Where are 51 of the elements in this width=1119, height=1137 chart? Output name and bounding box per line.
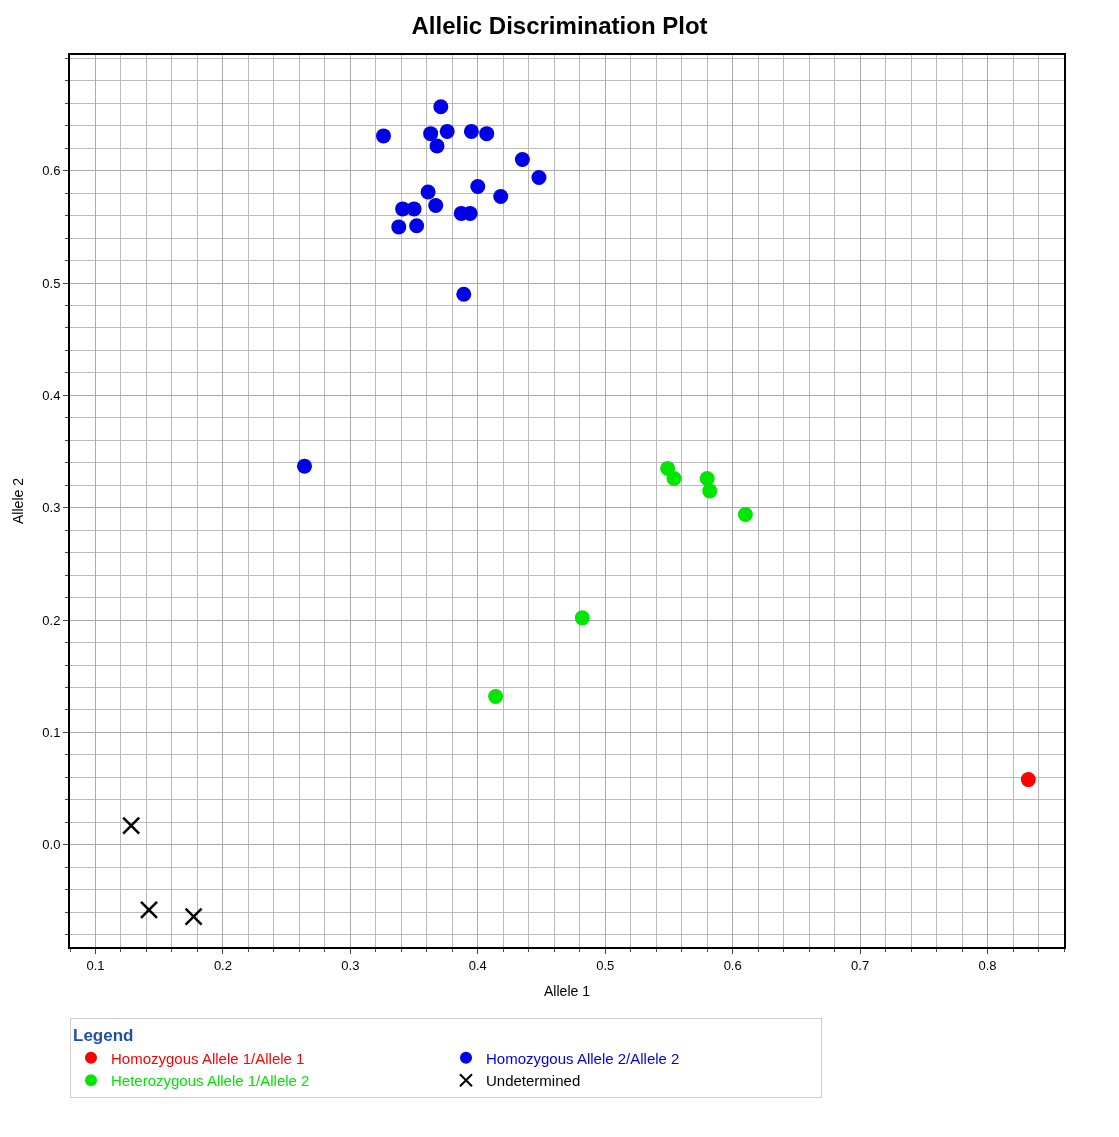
- point: [439, 123, 455, 139]
- legend-label: Homozygous Allele 2/Allele 2: [486, 1049, 680, 1067]
- x-tick-label: 0.1: [86, 957, 105, 973]
- legend-title: Legend: [73, 1026, 134, 1046]
- point: [409, 218, 425, 234]
- x-tick-label: 0.3: [341, 957, 360, 973]
- x-axis-title: Allele 1: [544, 983, 591, 1000]
- point: [493, 189, 509, 205]
- point: [737, 506, 753, 522]
- point: [420, 184, 436, 200]
- point: [479, 126, 495, 142]
- point: [488, 688, 504, 704]
- x-tick-label: 0.8: [978, 957, 997, 973]
- y-tick-label: 0.4: [42, 387, 61, 403]
- point: [423, 126, 439, 142]
- point: [428, 198, 444, 214]
- point: [1020, 772, 1036, 788]
- point: [296, 458, 312, 474]
- point: [574, 610, 590, 626]
- point: [433, 99, 449, 115]
- point: [376, 128, 391, 144]
- legend-label: Heterozygous Allele 1/Allele 2: [111, 1072, 310, 1090]
- y-tick-label: 0.2: [42, 612, 61, 628]
- chart-title: Allelic Discrimination Plot: [411, 11, 708, 39]
- x-tick-label: 0.5: [596, 957, 615, 973]
- y-tick-label: 0.3: [42, 500, 61, 516]
- x-tick-label: 0.4: [468, 957, 487, 973]
- point: [702, 483, 718, 499]
- point: [531, 169, 547, 185]
- point: [514, 151, 530, 167]
- point: [139, 900, 159, 920]
- point: [429, 138, 445, 154]
- point: [184, 907, 203, 926]
- y-tick-label: 0.6: [42, 163, 61, 179]
- point: [463, 123, 479, 139]
- legend-label: Homozygous Allele 1/Allele 1: [111, 1049, 305, 1067]
- point: [406, 201, 422, 217]
- point: [456, 286, 472, 302]
- point: [121, 816, 141, 835]
- y-tick-label: 0.0: [42, 837, 61, 853]
- y-tick-label: 0.5: [42, 275, 61, 291]
- legend-label: Undetermined: [486, 1072, 581, 1090]
- point: [470, 178, 486, 194]
- point: [699, 471, 715, 487]
- x-tick-label: 0.2: [213, 957, 232, 973]
- point: [391, 219, 407, 235]
- x-tick-label: 0.6: [723, 957, 742, 973]
- y-axis-title: Allele 2: [10, 477, 27, 524]
- point: [666, 471, 682, 487]
- x-tick-label: 0.7: [851, 957, 870, 973]
- y-tick-label: 0.1: [42, 724, 61, 740]
